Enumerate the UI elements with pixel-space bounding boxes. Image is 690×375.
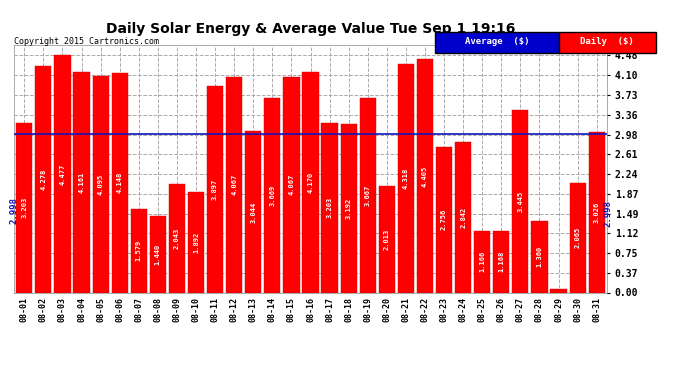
Bar [398, 64, 414, 292]
Text: 3.026: 3.026 [593, 202, 600, 223]
Text: 3.669: 3.669 [269, 185, 275, 206]
Bar [112, 73, 128, 292]
Bar [436, 147, 452, 292]
Bar [55, 56, 70, 292]
Bar [35, 66, 52, 292]
Text: 2.013: 2.013 [384, 229, 390, 250]
Text: 2.998: 2.998 [9, 197, 19, 224]
Bar [493, 231, 509, 292]
Bar [359, 98, 376, 292]
Text: Daily Solar Energy & Average Value Tue Sep 1 19:16: Daily Solar Energy & Average Value Tue S… [106, 22, 515, 36]
Text: 4.148: 4.148 [117, 172, 123, 194]
Text: 3.667: 3.667 [365, 185, 371, 206]
Bar [169, 184, 185, 292]
Text: 3.897: 3.897 [212, 179, 218, 200]
Text: 1.166: 1.166 [480, 251, 485, 272]
Bar [73, 72, 90, 292]
Bar [474, 231, 491, 292]
Text: 4.095: 4.095 [97, 174, 104, 195]
Text: 4.067: 4.067 [231, 174, 237, 195]
Text: 1.440: 1.440 [155, 244, 161, 265]
Text: 2.065: 2.065 [575, 227, 580, 249]
Text: 3.192: 3.192 [346, 197, 352, 219]
Bar [16, 123, 32, 292]
Bar [589, 132, 605, 292]
Text: 4.067: 4.067 [288, 174, 295, 195]
Text: 1.579: 1.579 [136, 240, 141, 261]
Bar [188, 192, 204, 292]
Text: 2.998: 2.998 [603, 200, 612, 226]
Bar [150, 216, 166, 292]
Bar [341, 123, 357, 292]
Bar [379, 186, 395, 292]
Text: Copyright 2015 Cartronics.com: Copyright 2015 Cartronics.com [14, 38, 159, 46]
Bar [284, 77, 299, 292]
Text: 4.278: 4.278 [41, 169, 46, 190]
Text: 1.168: 1.168 [498, 251, 504, 272]
Bar [512, 110, 529, 292]
Text: Daily  ($): Daily ($) [580, 38, 634, 46]
Bar [569, 183, 586, 292]
Text: 1.892: 1.892 [193, 232, 199, 253]
Text: 3.044: 3.044 [250, 201, 256, 222]
Text: 4.477: 4.477 [59, 164, 66, 184]
Text: 4.318: 4.318 [403, 168, 409, 189]
Bar [226, 77, 242, 292]
Bar [130, 209, 147, 292]
Text: 4.161: 4.161 [79, 172, 85, 193]
Bar [207, 86, 223, 292]
Text: 3.445: 3.445 [518, 190, 524, 212]
Text: 1.360: 1.360 [536, 246, 542, 267]
Bar [551, 290, 566, 292]
Bar [264, 98, 280, 292]
Text: 4.170: 4.170 [308, 171, 313, 193]
Bar [455, 142, 471, 292]
Text: 3.203: 3.203 [326, 197, 333, 218]
Text: 2.043: 2.043 [174, 228, 180, 249]
Bar [322, 123, 337, 292]
Bar [245, 131, 262, 292]
Text: 2.842: 2.842 [460, 207, 466, 228]
Text: 3.203: 3.203 [21, 197, 28, 218]
Bar [302, 72, 319, 292]
Text: 4.405: 4.405 [422, 165, 428, 186]
Bar [531, 220, 548, 292]
Bar [92, 76, 109, 292]
Bar [417, 59, 433, 292]
Text: 2.756: 2.756 [441, 209, 447, 230]
Text: Average  ($): Average ($) [464, 38, 529, 46]
